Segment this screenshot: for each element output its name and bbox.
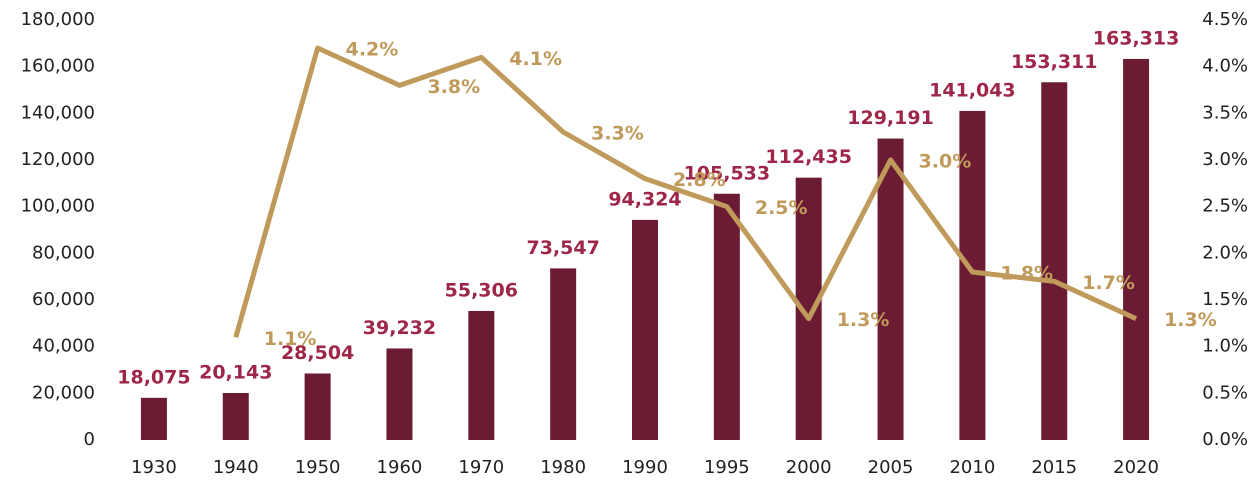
x-tick-label: 2020 bbox=[1113, 457, 1159, 478]
y-tick-label: 140,000 bbox=[21, 102, 95, 123]
data-label: 1.3% bbox=[1164, 309, 1217, 331]
data-label: 1.3% bbox=[837, 309, 890, 331]
data-label: 1.8% bbox=[1000, 263, 1053, 285]
y-tick-label: 60,000 bbox=[32, 289, 95, 310]
data-label: 20,143 bbox=[199, 361, 272, 383]
data-label: 18,075 bbox=[117, 366, 190, 388]
y2-tick-label: 0.5% bbox=[1202, 382, 1248, 403]
bar bbox=[468, 310, 495, 440]
y2-tick-label: 2.0% bbox=[1202, 242, 1248, 263]
x-tick-label: 1930 bbox=[131, 457, 177, 478]
x-tick-label: 1995 bbox=[704, 457, 750, 478]
bar bbox=[386, 348, 413, 440]
data-label: 3.8% bbox=[427, 76, 480, 98]
data-label: 163,313 bbox=[1093, 27, 1180, 49]
data-label: 112,435 bbox=[765, 146, 852, 168]
y2-tick-label: 2.5% bbox=[1202, 196, 1248, 217]
data-label: 28,504 bbox=[281, 342, 354, 364]
y2-tick-label: 1.0% bbox=[1202, 336, 1248, 357]
data-label: 2.5% bbox=[755, 197, 808, 219]
bar bbox=[713, 193, 740, 440]
x-tick-label: 2000 bbox=[786, 457, 832, 478]
y-tick-label: 0 bbox=[84, 429, 95, 450]
data-label: 141,043 bbox=[929, 79, 1016, 101]
data-label: 55,306 bbox=[445, 279, 518, 301]
x-tick-label: 1940 bbox=[213, 457, 259, 478]
x-tick-label: 1950 bbox=[295, 457, 341, 478]
bar bbox=[632, 219, 658, 440]
y-tick-label: 100,000 bbox=[21, 196, 95, 217]
x-tick-label: 1960 bbox=[377, 457, 423, 478]
bar bbox=[222, 392, 249, 440]
y-tick-label: 80,000 bbox=[32, 242, 95, 263]
data-label: 39,232 bbox=[363, 317, 436, 339]
y2-tick-label: 3.0% bbox=[1202, 149, 1248, 170]
x-tick-label: 1990 bbox=[622, 457, 668, 478]
y-tick-label: 180,000 bbox=[21, 9, 95, 30]
bar bbox=[304, 373, 331, 440]
data-label: 4.1% bbox=[509, 48, 562, 70]
y2-tick-label: 1.5% bbox=[1202, 289, 1248, 310]
y-tick-label: 40,000 bbox=[32, 336, 95, 357]
y-tick-label: 160,000 bbox=[21, 56, 95, 77]
data-label: 94,324 bbox=[608, 188, 681, 210]
y2-tick-label: 4.0% bbox=[1202, 56, 1248, 77]
data-label: 3.0% bbox=[919, 151, 972, 173]
y-tick-label: 120,000 bbox=[21, 149, 95, 170]
bar bbox=[1041, 82, 1068, 441]
bar bbox=[877, 138, 904, 441]
data-label: 1.1% bbox=[264, 328, 317, 350]
data-label: 105,533 bbox=[684, 162, 771, 184]
y-tick-label: 20,000 bbox=[32, 382, 95, 403]
y2-tick-label: 0.0% bbox=[1202, 429, 1248, 450]
x-tick-label: 2010 bbox=[949, 457, 995, 478]
data-label: 129,191 bbox=[847, 107, 934, 129]
y2-tick-label: 4.5% bbox=[1202, 9, 1248, 30]
data-label: 1.7% bbox=[1082, 272, 1135, 294]
y2-tick-label: 3.5% bbox=[1202, 102, 1248, 123]
data-label: 2.8% bbox=[673, 169, 726, 191]
data-label: 153,311 bbox=[1011, 51, 1098, 73]
x-tick-label: 1980 bbox=[540, 457, 586, 478]
line bbox=[233, 45, 1138, 339]
data-label: 4.2% bbox=[346, 39, 399, 61]
x-tick-label: 1970 bbox=[458, 457, 504, 478]
bar bbox=[550, 268, 577, 440]
data-label: 73,547 bbox=[526, 237, 599, 259]
data-label: 3.3% bbox=[591, 123, 644, 145]
bar bbox=[140, 397, 167, 440]
x-tick-label: 2015 bbox=[1031, 457, 1077, 478]
x-tick-label: 2005 bbox=[868, 457, 914, 478]
bar bbox=[1123, 58, 1150, 440]
